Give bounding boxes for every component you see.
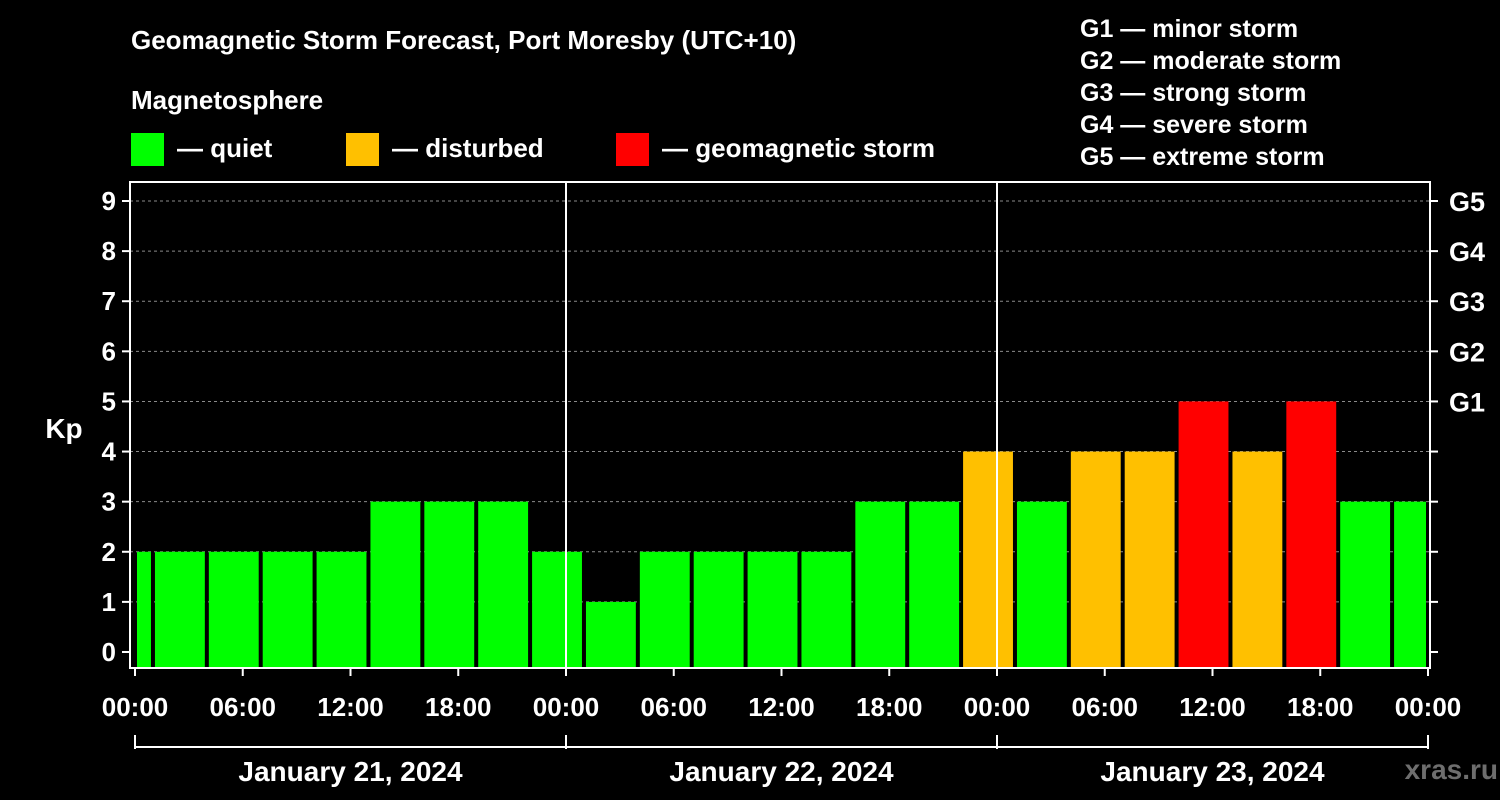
- legend: — quiet — disturbed — geomagnetic storm: [131, 133, 935, 166]
- x-tick-label: 12:00: [748, 692, 815, 722]
- bar-quiet: [801, 551, 852, 668]
- bars: [137, 401, 1426, 668]
- x-tick-label: 00:00: [964, 692, 1031, 722]
- bar-quiet: [137, 551, 151, 668]
- g-scale-item: G4 — severe storm: [1080, 111, 1308, 139]
- g-scale-legend: G1 — minor storm G2 — moderate storm G3 — …: [1080, 15, 1341, 171]
- x-tick-label: 18:00: [425, 692, 492, 722]
- legend-swatch-disturbed: [346, 133, 379, 166]
- legend-label-disturbed: — disturbed: [392, 133, 544, 163]
- bar-quiet: [909, 501, 960, 668]
- bar-quiet: [1340, 501, 1391, 668]
- legend-swatch-quiet: [131, 133, 164, 166]
- bar-quiet: [370, 501, 421, 668]
- bar-quiet: [478, 501, 529, 668]
- bar-quiet: [639, 551, 690, 668]
- x-tick-label: 06:00: [641, 692, 708, 722]
- x-tick-label: 06:00: [210, 692, 277, 722]
- y-axis-label: Kp: [45, 413, 82, 444]
- bar-quiet: [208, 551, 259, 668]
- g-level-label: G5: [1449, 187, 1485, 217]
- bar-disturbed: [1232, 451, 1283, 668]
- legend-swatch-storm: [616, 133, 649, 166]
- g-level-label: G2: [1449, 337, 1485, 367]
- y-tick-label: 4: [102, 437, 117, 467]
- y-tick-label: 0: [102, 637, 116, 667]
- bar-disturbed: [963, 451, 1013, 668]
- x-tick-label: 00:00: [102, 692, 169, 722]
- legend-label-quiet: — quiet: [177, 133, 273, 163]
- bar-quiet: [585, 601, 636, 668]
- bar-quiet: [693, 551, 744, 668]
- day-label: January 23, 2024: [1100, 756, 1325, 787]
- y-tick-label: 7: [102, 286, 116, 316]
- watermark: xras.ru: [1405, 754, 1498, 785]
- g-level-label: G3: [1449, 287, 1485, 317]
- x-tick-label: 00:00: [533, 692, 600, 722]
- y-tick-label: 9: [102, 186, 116, 216]
- x-tick-label: 12:00: [317, 692, 384, 722]
- g-scale-item: G1 — minor storm: [1080, 15, 1298, 43]
- g-level-label: G1: [1449, 387, 1485, 417]
- bar-disturbed: [1124, 451, 1175, 668]
- y-tick-label: 1: [102, 587, 116, 617]
- bar-quiet: [747, 551, 798, 668]
- bar-quiet: [424, 501, 475, 668]
- g-scale-item: G5 — extreme storm: [1080, 143, 1325, 171]
- g-scale-item: G2 — moderate storm: [1080, 47, 1341, 75]
- bar-storm: [1178, 401, 1229, 668]
- y-tick-label: 3: [102, 487, 116, 517]
- plot-frame: [129, 181, 1431, 669]
- day-label: January 21, 2024: [238, 756, 463, 787]
- legend-heading: Magnetosphere: [131, 85, 323, 115]
- bar-quiet: [855, 501, 906, 668]
- y-tick-label: 8: [102, 236, 116, 266]
- axes: 0 1 2 3 4 5 6 7 8 9 G1 G2 G3 G4 G5 00:00 06:00 12:00 18:00…: [102, 181, 1485, 787]
- x-tick-label: 06:00: [1072, 692, 1139, 722]
- bar-quiet: [262, 551, 313, 668]
- bar-quiet: [1394, 501, 1426, 668]
- bar-quiet: [154, 551, 205, 668]
- day-label: January 22, 2024: [669, 756, 894, 787]
- bar-quiet: [316, 551, 367, 668]
- bar-storm: [1286, 401, 1337, 668]
- x-tick-label: 18:00: [1287, 692, 1354, 722]
- bar-quiet: [532, 551, 582, 668]
- g-scale-item: G3 — strong storm: [1080, 79, 1306, 107]
- x-tick-label: 00:00: [1395, 692, 1462, 722]
- y-tick-label: 2: [102, 537, 116, 567]
- g-level-label: G4: [1449, 237, 1485, 267]
- x-tick-label: 18:00: [856, 692, 923, 722]
- x-tick-label: 12:00: [1179, 692, 1246, 722]
- y-tick-label: 6: [102, 336, 116, 366]
- chart-title: Geomagnetic Storm Forecast, Port Moresby…: [131, 25, 796, 55]
- legend-label-storm: — geomagnetic storm: [662, 133, 935, 163]
- bar-disturbed: [1070, 451, 1121, 668]
- bar-quiet: [1016, 501, 1067, 668]
- y-tick-label: 5: [102, 386, 116, 416]
